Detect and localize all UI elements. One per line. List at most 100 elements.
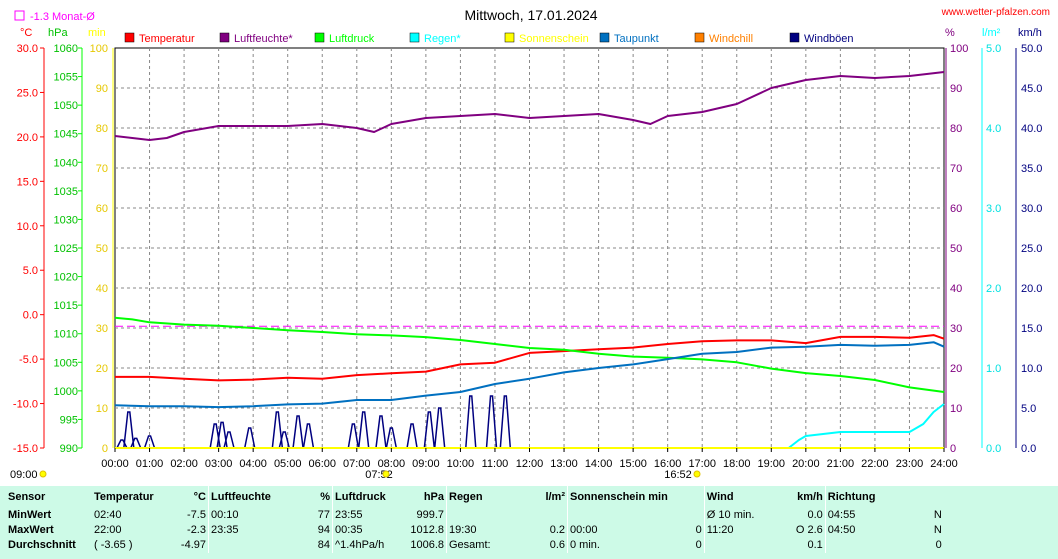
hum-value: 94 (317, 524, 330, 536)
rain-tick-label: 0.0 (986, 443, 1001, 455)
press-tick-label: 990 (60, 443, 78, 455)
wind-value: 0.0 (807, 509, 823, 521)
unit-wind: km/h (1018, 27, 1042, 39)
sun-value: 0 (695, 524, 702, 536)
gust-mark (271, 411, 284, 449)
update-time: 09:00 (10, 469, 38, 481)
gust-mark (123, 411, 135, 449)
time-tick-label: 06:00 (308, 458, 336, 470)
temp-tick-label: -10.0 (13, 399, 38, 411)
legend-label: Luftdruck (329, 33, 375, 45)
min-tick-label: 80 (96, 123, 108, 135)
gust-mark (423, 411, 436, 449)
sun-time (566, 508, 670, 523)
hum-time: 23:35 (208, 523, 288, 538)
press-tick-label: 1015 (54, 300, 78, 312)
min-tick-label: 10 (96, 403, 108, 415)
rain-time: Gesamt: (446, 538, 523, 553)
time-tick-label: 21:00 (827, 458, 855, 470)
press-tick-label: 1005 (54, 357, 78, 369)
legend-swatch (314, 32, 325, 43)
min-tick-label: 0 (102, 443, 108, 455)
pct-tick-label: 0 (950, 443, 956, 455)
wind-tick-label: 50.0 (1021, 43, 1042, 55)
time-tick-label: 11:00 (482, 458, 509, 470)
legend-label: Luftfeuchte* (234, 33, 293, 45)
legend-swatch (694, 32, 705, 43)
min-tick-label: 100 (90, 43, 108, 55)
gust-series (116, 395, 512, 449)
legend-label: Temperatur (139, 33, 195, 45)
dir-value: 0 (935, 539, 942, 551)
wind-tick-label: 35.0 (1021, 163, 1042, 175)
series-line (114, 316, 945, 393)
row-label: MinWert (8, 509, 52, 521)
wind-tick-label: 45.0 (1021, 83, 1042, 95)
press-tick-label: 1060 (54, 43, 78, 55)
site-link[interactable]: www.wetter-pfalzen.com (941, 7, 1050, 18)
time-tick-label: 16:00 (654, 458, 682, 470)
legend-swatch (504, 32, 515, 43)
hdr-press-unit: hPa (423, 491, 444, 503)
rain-tick-label: 4.0 (986, 123, 1001, 135)
legend-label: Sonnenschein (519, 33, 589, 45)
time-tick-label: 22:00 (861, 458, 889, 470)
press-time: 00:35 (332, 523, 402, 538)
legend-label: Regen* (424, 33, 461, 45)
time-tick-label: 01:00 (136, 458, 164, 470)
min-tick-label: 90 (96, 83, 108, 95)
wind-tick-label: 15.0 (1021, 323, 1042, 335)
hdr-sensor: Sensor (8, 491, 46, 503)
dir-value: N (933, 509, 942, 521)
gust-mark (292, 415, 304, 449)
gust-mark (375, 415, 387, 449)
wind-tick-label: 25.0 (1021, 243, 1042, 255)
unit-press: hPa (48, 27, 68, 39)
pct-tick-label: 80 (950, 123, 962, 135)
pct-tick-label: 90 (950, 83, 962, 95)
chart-title: Mittwoch, 17.01.2024 (464, 7, 597, 23)
gust-mark (278, 431, 290, 449)
temp-tick-label: 15.0 (17, 176, 38, 188)
row-spacer (944, 538, 1058, 553)
temp-value: -7.5 (187, 509, 206, 521)
stats-row-min: MinWert 02:40 -7.5 00:10 77 23:55 999.7 … (0, 508, 1058, 523)
rain-tick-label: 5.0 (986, 43, 1001, 55)
min-tick-label: 40 (96, 283, 108, 295)
temp-tick-label: 10.0 (17, 221, 38, 233)
gust-mark (130, 437, 142, 449)
unit-min: min (88, 27, 106, 39)
wind-tick-label: 10.0 (1021, 363, 1042, 375)
press-tick-label: 1025 (54, 243, 78, 255)
wind-value: 0.1 (807, 539, 823, 551)
rain-time: 19:30 (446, 523, 523, 538)
time-tick-label: 20:00 (792, 458, 820, 470)
row-label: Durchschnitt (8, 539, 76, 551)
min-tick-label: 70 (96, 163, 108, 175)
min-tick-label: 20 (96, 363, 108, 375)
rain-value: 0.6 (549, 539, 565, 551)
gust-mark (485, 395, 498, 449)
time-tick-label: 23:00 (896, 458, 924, 470)
hdr-press: Luftdruck (332, 486, 402, 508)
hdr-sun: Sonnenschein min (566, 486, 670, 508)
dir-time: 04:55 (824, 508, 910, 523)
hum-value: 77 (317, 509, 330, 521)
sunset-icon (693, 470, 701, 478)
press-value: 1006.8 (410, 539, 444, 551)
temp-value: -2.3 (187, 524, 206, 536)
series-line (114, 341, 945, 409)
time-tick-label: 00:00 (101, 458, 129, 470)
pct-tick-label: 20 (950, 363, 962, 375)
time-tick-label: 08:00 (378, 458, 406, 470)
press-value: 999.7 (416, 509, 444, 521)
time-tick-label: 18:00 (723, 458, 751, 470)
legend-swatch (599, 32, 610, 43)
time-tick-label: 03:00 (205, 458, 233, 470)
stats-row-avg: Durchschnitt ( -3.65 ) -4.97 84 ^1.4hPa/… (0, 538, 1058, 553)
rain-value (523, 508, 568, 523)
stats-panel: Sensor Temperatur °C Luftfeuchte % Luftd… (0, 486, 1058, 559)
stats-header-row: Sensor Temperatur °C Luftfeuchte % Luftd… (0, 486, 1058, 508)
legend-swatch (789, 32, 800, 43)
time-tick-label: 07:00 (343, 458, 371, 470)
